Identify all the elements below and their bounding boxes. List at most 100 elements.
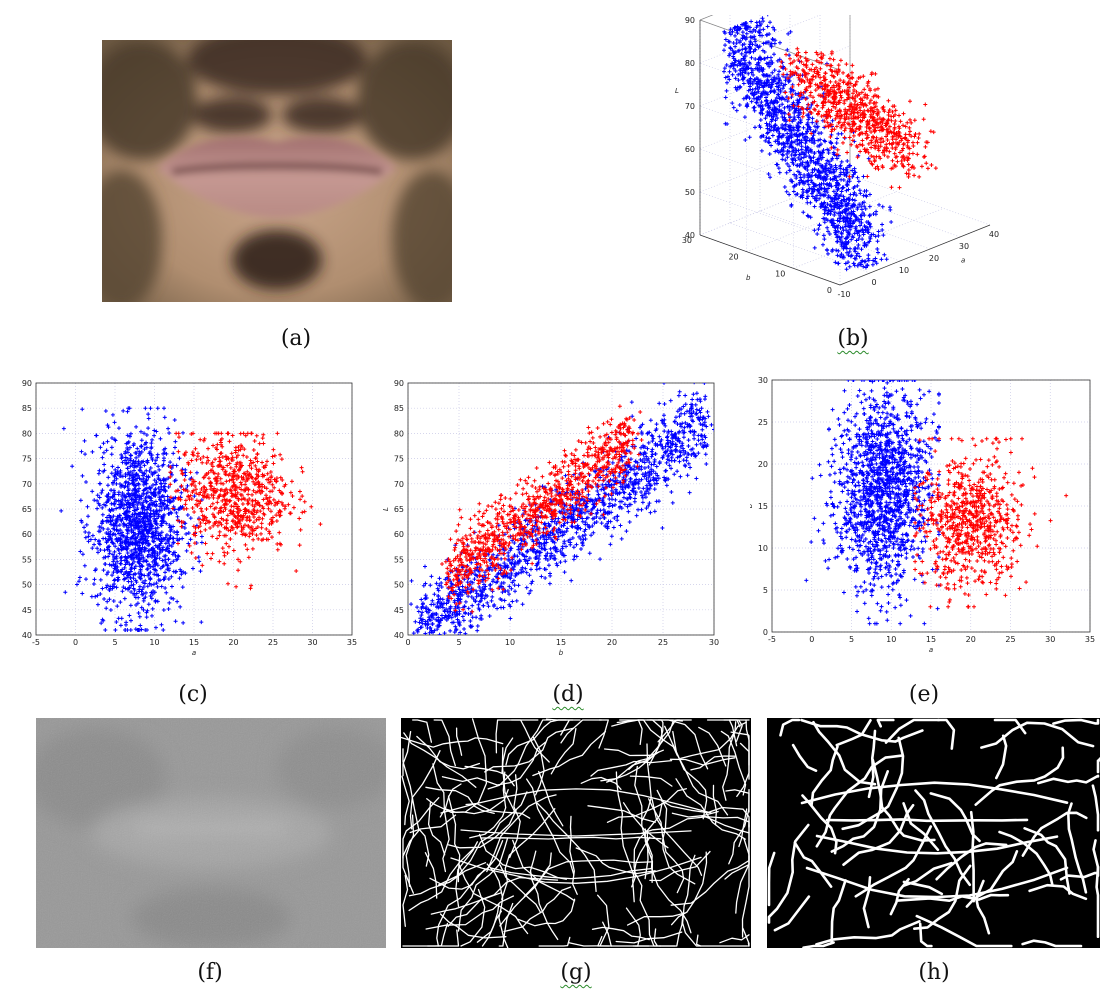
data-point <box>421 642 425 646</box>
data-point <box>766 103 771 108</box>
data-point <box>104 606 109 611</box>
data-point <box>911 143 916 148</box>
data-point <box>791 88 796 93</box>
data-point <box>809 173 814 178</box>
data-point <box>606 504 611 509</box>
data-point <box>171 559 176 564</box>
data-point <box>137 493 142 498</box>
data-point <box>300 494 305 499</box>
data-point <box>112 578 117 583</box>
data-point <box>246 509 251 514</box>
data-point <box>739 58 744 63</box>
data-point <box>723 37 728 42</box>
data-point <box>757 19 762 24</box>
data-point <box>219 442 224 447</box>
data-point <box>805 113 810 118</box>
data-point <box>749 92 754 97</box>
data-point <box>912 134 917 139</box>
data-point <box>86 539 91 544</box>
data-point <box>90 489 95 494</box>
data-point <box>753 57 758 62</box>
data-point <box>104 585 109 590</box>
data-point <box>229 451 234 456</box>
data-point <box>830 177 835 182</box>
data-point <box>199 620 204 625</box>
data-point <box>789 203 794 208</box>
data-point <box>828 212 833 217</box>
data-point <box>881 139 886 144</box>
L-tick-label: 90 <box>685 16 695 25</box>
data-point <box>800 114 805 119</box>
data-point <box>770 133 775 138</box>
data-point <box>433 659 437 663</box>
data-point <box>694 411 699 416</box>
data-point <box>846 224 851 229</box>
data-point <box>817 60 822 65</box>
data-point <box>418 616 423 621</box>
data-point <box>846 85 851 90</box>
data-point <box>862 200 867 205</box>
data-point <box>106 475 111 480</box>
data-point <box>182 478 187 483</box>
data-point <box>811 189 816 194</box>
data-point <box>909 120 914 125</box>
data-point <box>856 229 861 234</box>
data-point <box>752 37 757 42</box>
data-point <box>910 151 915 156</box>
data-point <box>780 147 785 152</box>
data-point <box>810 116 815 121</box>
data-point <box>789 128 794 133</box>
data-point <box>153 625 158 630</box>
data-point <box>114 556 119 561</box>
x-tick-label: 0 <box>73 638 78 647</box>
data-point <box>178 497 183 502</box>
data-point <box>104 530 109 535</box>
data-point <box>441 634 443 635</box>
data-point <box>824 166 829 171</box>
data-point <box>877 116 882 121</box>
data-point <box>768 55 773 60</box>
data-point <box>862 95 867 100</box>
data-point <box>95 550 100 555</box>
data-point <box>132 486 137 491</box>
data-point <box>424 640 428 644</box>
axis-b <box>699 234 841 286</box>
data-point <box>842 197 847 202</box>
data-point <box>796 50 801 55</box>
data-point <box>736 72 741 77</box>
data-point <box>763 116 768 121</box>
data-point <box>872 159 877 164</box>
data-point <box>101 469 106 474</box>
data-point <box>824 172 829 177</box>
data-point <box>236 497 241 502</box>
data-point <box>811 95 816 100</box>
data-point <box>834 191 839 196</box>
data-point <box>271 447 276 452</box>
data-point <box>248 458 253 463</box>
data-point <box>218 476 223 481</box>
data-point <box>806 182 811 187</box>
data-point <box>833 193 838 198</box>
data-point <box>110 552 115 557</box>
data-point <box>795 66 800 71</box>
data-point <box>744 25 749 30</box>
data-point <box>449 615 454 620</box>
data-point <box>226 473 231 478</box>
data-point <box>889 130 894 135</box>
data-point <box>166 606 171 611</box>
data-point <box>184 531 189 536</box>
data-point <box>686 438 691 443</box>
data-point <box>114 554 119 559</box>
data-point <box>752 34 757 39</box>
data-point <box>138 567 143 572</box>
data-point <box>828 203 833 208</box>
data-point <box>825 202 830 207</box>
data-point <box>149 453 154 458</box>
data-point <box>876 229 881 234</box>
data-point <box>796 104 801 109</box>
data-point <box>239 529 244 534</box>
data-point <box>803 75 808 80</box>
data-point <box>808 127 813 132</box>
data-point <box>764 83 769 88</box>
